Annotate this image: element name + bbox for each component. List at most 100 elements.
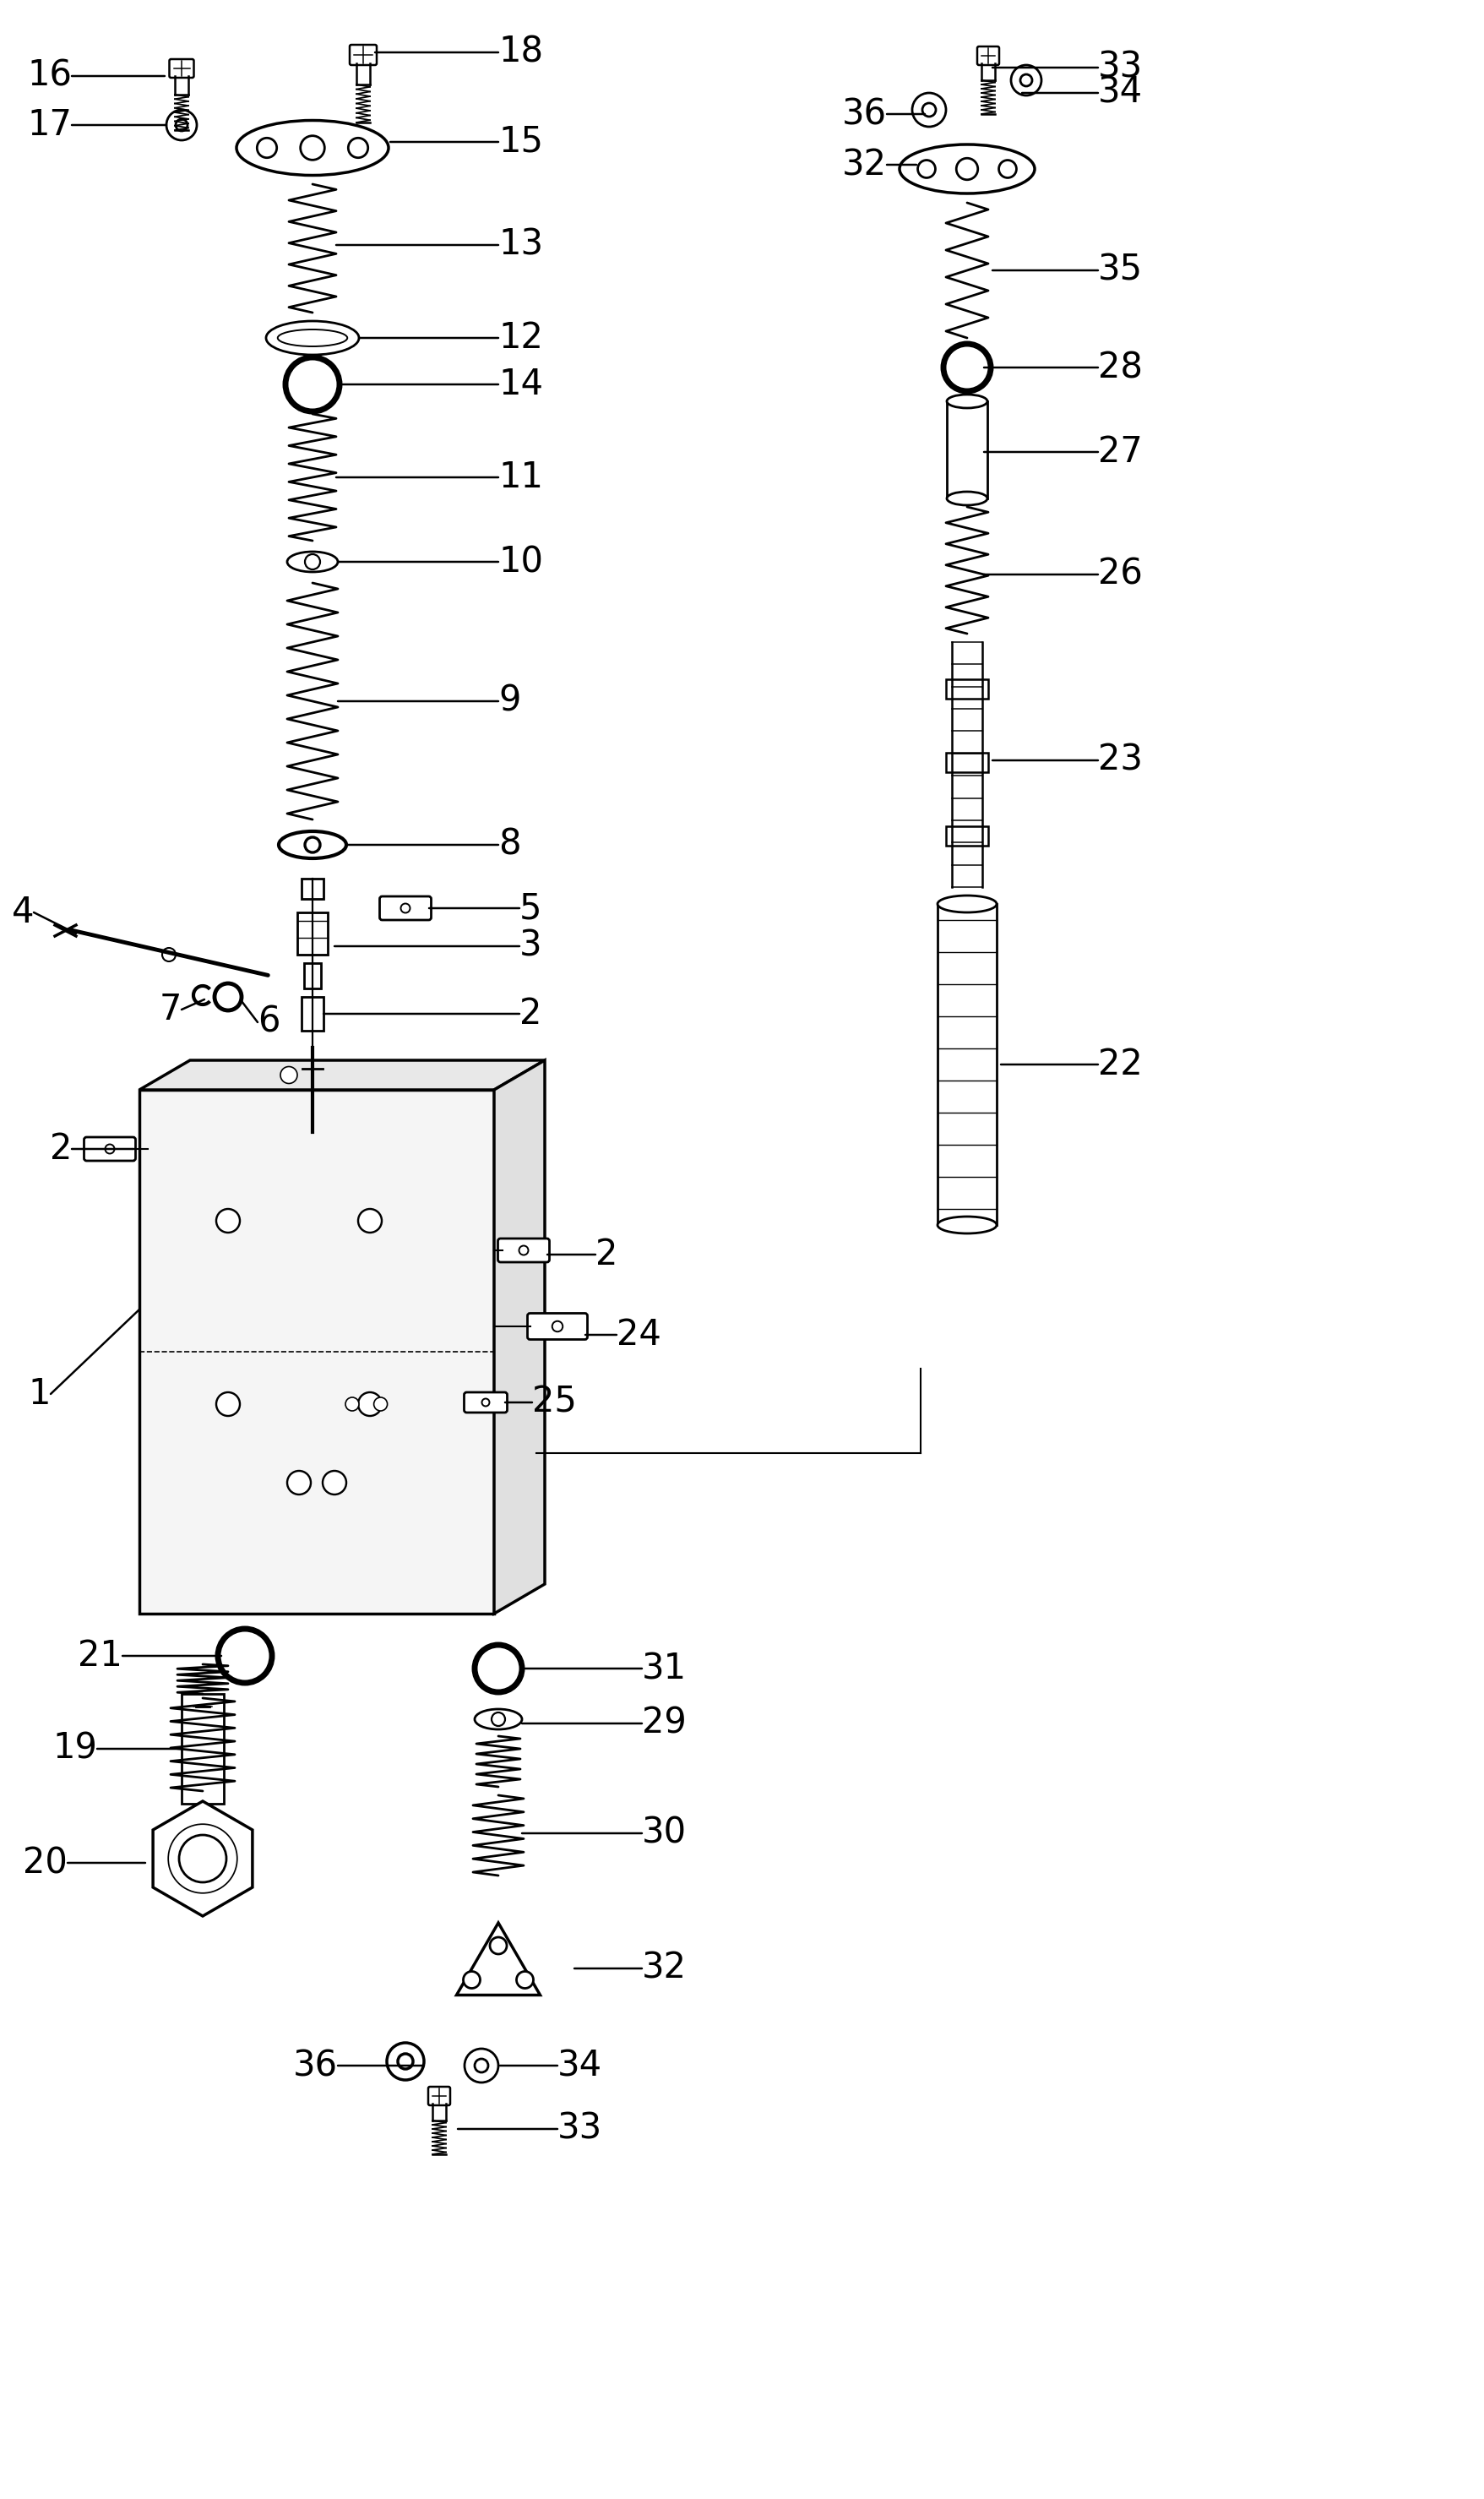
Circle shape <box>300 135 325 160</box>
Ellipse shape <box>279 832 346 857</box>
Text: 3: 3 <box>519 930 542 965</box>
Text: 14: 14 <box>499 367 543 402</box>
Circle shape <box>956 157 978 180</box>
Circle shape <box>374 1397 387 1412</box>
Text: 21: 21 <box>77 1639 123 1674</box>
Bar <box>945 680 988 697</box>
Circle shape <box>358 1392 381 1417</box>
Polygon shape <box>139 1090 494 1614</box>
Text: 29: 29 <box>643 1707 687 1742</box>
Text: 2: 2 <box>49 1132 71 1167</box>
Ellipse shape <box>938 895 997 912</box>
Circle shape <box>217 1210 240 1232</box>
Text: 5: 5 <box>519 890 542 927</box>
Text: 23: 23 <box>1098 742 1143 777</box>
Text: 12: 12 <box>499 320 543 355</box>
Text: 8: 8 <box>499 827 521 862</box>
Bar <box>181 1694 224 1804</box>
Ellipse shape <box>266 320 359 355</box>
Text: 33: 33 <box>1098 50 1143 85</box>
Circle shape <box>217 1392 240 1417</box>
FancyBboxPatch shape <box>301 997 324 1030</box>
FancyBboxPatch shape <box>297 912 328 955</box>
FancyBboxPatch shape <box>978 47 999 65</box>
Ellipse shape <box>278 330 347 347</box>
Text: 2: 2 <box>519 997 542 1032</box>
Text: 7: 7 <box>159 992 181 1027</box>
FancyBboxPatch shape <box>350 45 377 65</box>
Ellipse shape <box>947 492 987 505</box>
Circle shape <box>516 1972 533 1989</box>
Text: 34: 34 <box>1098 75 1143 110</box>
FancyBboxPatch shape <box>499 1240 549 1262</box>
Circle shape <box>490 1937 506 1954</box>
Text: 31: 31 <box>643 1652 687 1687</box>
Circle shape <box>491 1712 505 1727</box>
Text: 1: 1 <box>28 1377 50 1412</box>
Circle shape <box>349 137 368 157</box>
Circle shape <box>304 555 321 570</box>
Text: 33: 33 <box>558 2112 603 2147</box>
Ellipse shape <box>899 145 1034 192</box>
Circle shape <box>322 1472 346 1494</box>
Text: 36: 36 <box>292 2047 338 2084</box>
Ellipse shape <box>236 120 389 175</box>
Circle shape <box>917 160 935 177</box>
FancyBboxPatch shape <box>304 962 322 990</box>
Text: 18: 18 <box>499 35 543 70</box>
Circle shape <box>358 1210 381 1232</box>
Ellipse shape <box>475 1709 522 1729</box>
Text: 6: 6 <box>258 1005 280 1040</box>
Circle shape <box>346 1397 359 1412</box>
Text: 4: 4 <box>12 895 34 930</box>
Text: 15: 15 <box>499 125 543 160</box>
FancyBboxPatch shape <box>380 897 432 920</box>
Text: 36: 36 <box>841 97 887 132</box>
Text: 26: 26 <box>1098 557 1143 592</box>
Text: 22: 22 <box>1098 1047 1143 1082</box>
Text: 24: 24 <box>616 1317 662 1352</box>
Circle shape <box>999 160 1017 177</box>
Text: 27: 27 <box>1098 435 1143 470</box>
Circle shape <box>463 1972 481 1989</box>
Circle shape <box>105 1145 114 1155</box>
Ellipse shape <box>938 1217 997 1235</box>
Text: 28: 28 <box>1098 350 1143 385</box>
FancyBboxPatch shape <box>188 1704 217 1709</box>
Circle shape <box>552 1322 562 1332</box>
Polygon shape <box>457 1922 540 1994</box>
Polygon shape <box>139 1060 545 1090</box>
Ellipse shape <box>288 552 338 572</box>
Bar <box>945 752 988 772</box>
Circle shape <box>482 1399 490 1407</box>
Circle shape <box>401 905 410 912</box>
Text: 17: 17 <box>27 107 71 142</box>
Bar <box>947 402 987 497</box>
FancyBboxPatch shape <box>301 880 324 900</box>
Text: 10: 10 <box>499 545 543 580</box>
Text: 13: 13 <box>499 227 543 262</box>
Bar <box>945 825 988 845</box>
Text: 32: 32 <box>841 147 887 182</box>
Text: 34: 34 <box>558 2047 603 2084</box>
Text: 9: 9 <box>499 682 521 720</box>
Text: 2: 2 <box>595 1237 617 1272</box>
Text: 19: 19 <box>52 1732 96 1767</box>
FancyBboxPatch shape <box>464 1392 508 1412</box>
Bar <box>938 905 997 1225</box>
Text: 35: 35 <box>1098 252 1143 287</box>
Circle shape <box>519 1245 528 1254</box>
Circle shape <box>257 137 278 157</box>
FancyBboxPatch shape <box>169 60 194 77</box>
Text: 30: 30 <box>643 1817 687 1852</box>
Text: 11: 11 <box>499 460 543 495</box>
Ellipse shape <box>947 395 987 407</box>
Text: 32: 32 <box>643 1952 687 1987</box>
Circle shape <box>288 1472 310 1494</box>
FancyBboxPatch shape <box>429 2087 450 2104</box>
Text: 20: 20 <box>22 1844 68 1882</box>
Text: 16: 16 <box>27 57 71 95</box>
Polygon shape <box>153 1802 252 1917</box>
Text: 25: 25 <box>533 1384 577 1419</box>
FancyBboxPatch shape <box>527 1314 588 1339</box>
